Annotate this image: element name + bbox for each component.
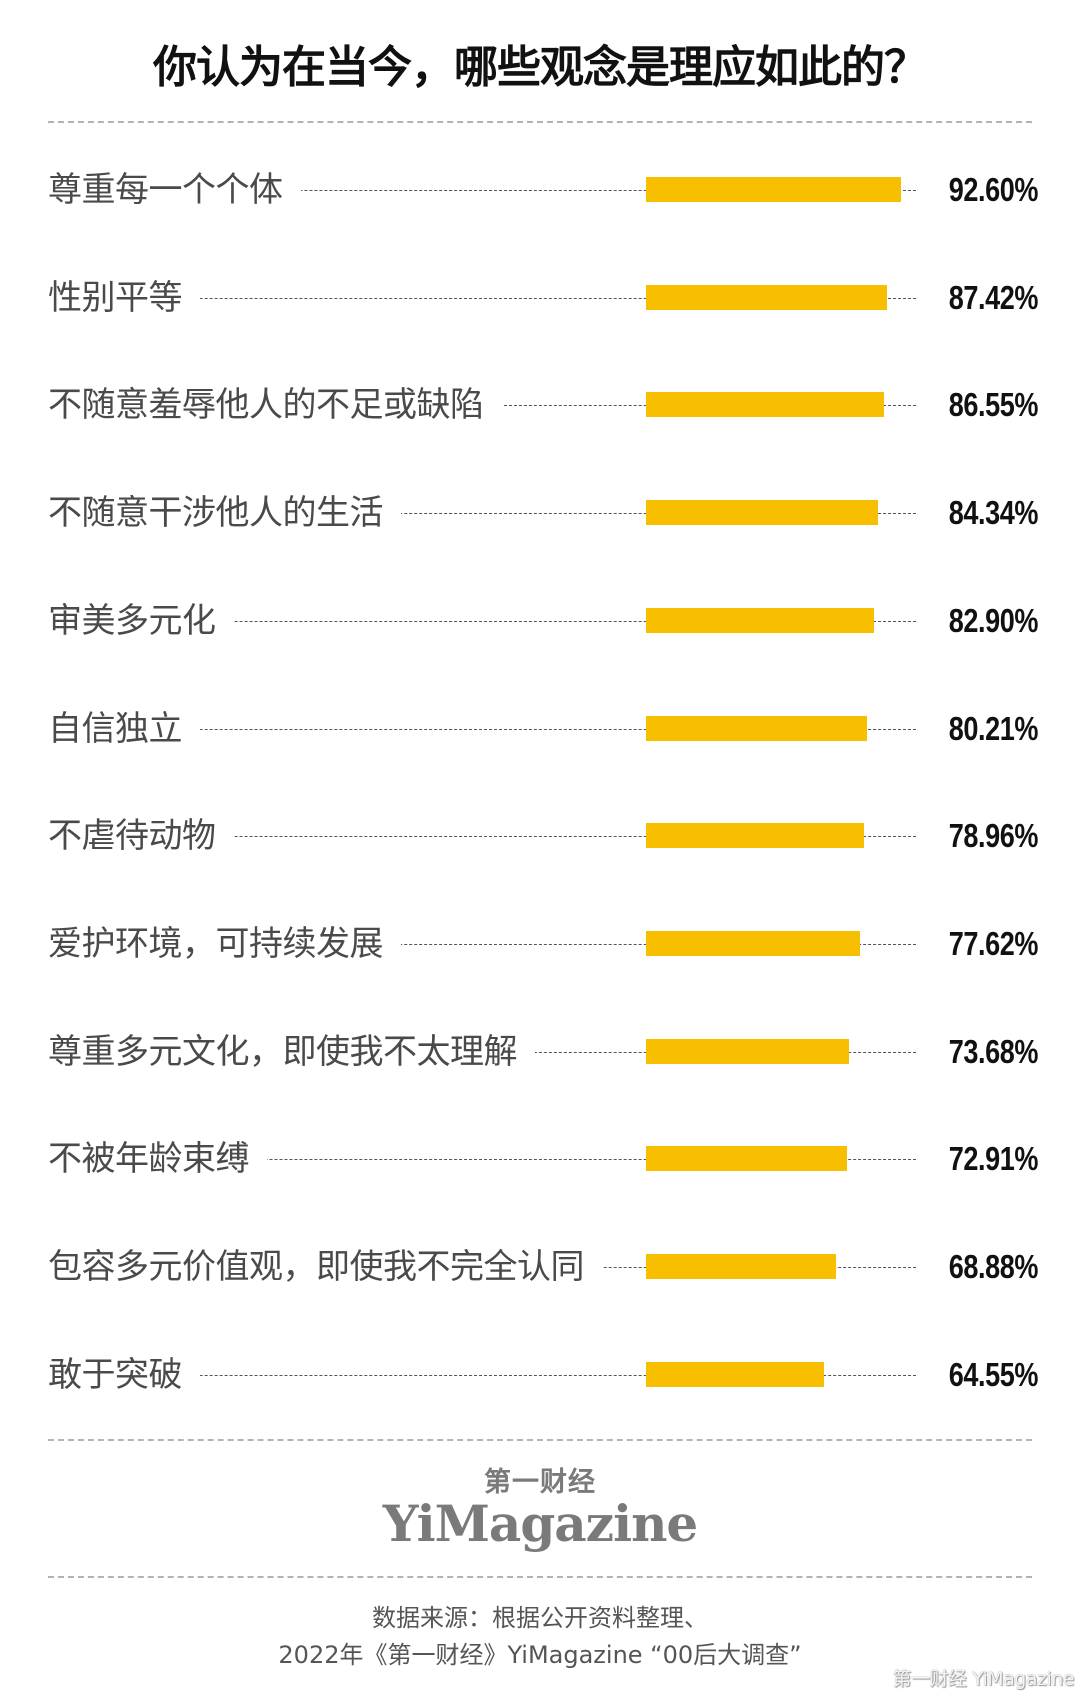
value-label: 72.91% [948, 1140, 1039, 1178]
row-label: 不被年龄束缚 [48, 1137, 267, 1182]
leader-dashed-line [60, 836, 916, 838]
leader-dashed-line [60, 297, 916, 299]
source-line-2: 2022年《第一财经》YiMagazine “00后大调查” [278, 1641, 802, 1669]
value-label: 78.96% [948, 817, 1039, 855]
leader-dashed-line [60, 728, 916, 730]
value-label: 64.55% [948, 1355, 1039, 1393]
leader-dashed-line [60, 190, 916, 191]
bar [646, 392, 885, 418]
row-label: 不随意干涉他人的生活 [48, 491, 401, 536]
value-label: 92.60% [948, 171, 1039, 208]
value-label: 80.21% [948, 709, 1039, 747]
brand-logo-cn: 第一财经 [484, 1467, 596, 1498]
chart-row: 敢于突破 64.55% [0, 1345, 1080, 1405]
chart-row: 尊重多元文化，即使我不太理解 73.68% [0, 1022, 1080, 1082]
value-label: 77.62% [948, 924, 1039, 962]
bar [646, 500, 879, 526]
row-label: 包容多元价值观，即使我不完全认同 [48, 1245, 602, 1289]
value-label: 73.68% [948, 1032, 1039, 1070]
bar [646, 177, 902, 202]
chart-row: 审美多元化 82.90% [0, 591, 1080, 651]
chart-title: 你认为在当今，哪些观念是理应如此的？ [153, 42, 928, 93]
row-label: 不虐待动物 [48, 814, 234, 859]
leader-dashed-line [60, 943, 916, 945]
row-label: 性别平等 [48, 275, 200, 320]
footer-divider [48, 1576, 1032, 1578]
value-label: 87.42% [948, 278, 1039, 316]
row-label: 自信独立 [48, 706, 200, 751]
value-label: 86.55% [948, 386, 1039, 424]
row-label: 审美多元化 [48, 598, 234, 643]
value-label: 82.90% [948, 601, 1039, 639]
brand-logo-en: YiMagazine [382, 1494, 698, 1553]
bar [646, 1361, 824, 1387]
value-label: 84.34% [948, 494, 1039, 532]
chart-row: 自信独立 80.21% [0, 699, 1080, 759]
leader-dashed-line [60, 513, 916, 515]
chart-row: 尊重每一个个体 92.60% [0, 160, 1080, 220]
leader-dashed-line [60, 1374, 916, 1376]
bar [646, 284, 887, 310]
leader-dashed-line [60, 620, 916, 622]
chart-row: 不虐待动物 78.96% [0, 806, 1080, 866]
leader-dashed-line [60, 1159, 916, 1161]
bar [646, 930, 860, 956]
chart-row: 爱护环境，可持续发展 77.62% [0, 914, 1080, 974]
value-label: 68.88% [948, 1248, 1039, 1285]
chart-row: 不随意羞辱他人的不足或缺陷 86.55% [0, 375, 1080, 435]
row-label: 尊重每一个个体 [48, 168, 301, 212]
bar [646, 823, 864, 849]
bottom-divider [48, 1439, 1032, 1441]
bar [646, 715, 867, 741]
row-label: 不随意羞辱他人的不足或缺陷 [48, 383, 502, 428]
chart-row: 性别平等 87.42% [0, 268, 1080, 328]
source-line-1: 数据来源：根据公开资料整理、 [372, 1604, 708, 1632]
bar [646, 1038, 849, 1064]
row-label: 尊重多元文化，即使我不太理解 [48, 1029, 535, 1074]
watermark: 第一财经 YiMagazine [892, 1668, 1075, 1690]
chart-row: 不被年龄束缚 72.91% [0, 1129, 1080, 1189]
top-divider [48, 121, 1032, 123]
bar [646, 1254, 836, 1279]
row-label: 敢于突破 [48, 1352, 200, 1397]
bar [646, 607, 875, 633]
bar [646, 1146, 847, 1172]
row-label: 爱护环境，可持续发展 [48, 921, 401, 966]
chart-row: 包容多元价值观，即使我不完全认同 68.88% [0, 1237, 1080, 1297]
chart-row: 不随意干涉他人的生活 84.34% [0, 483, 1080, 543]
